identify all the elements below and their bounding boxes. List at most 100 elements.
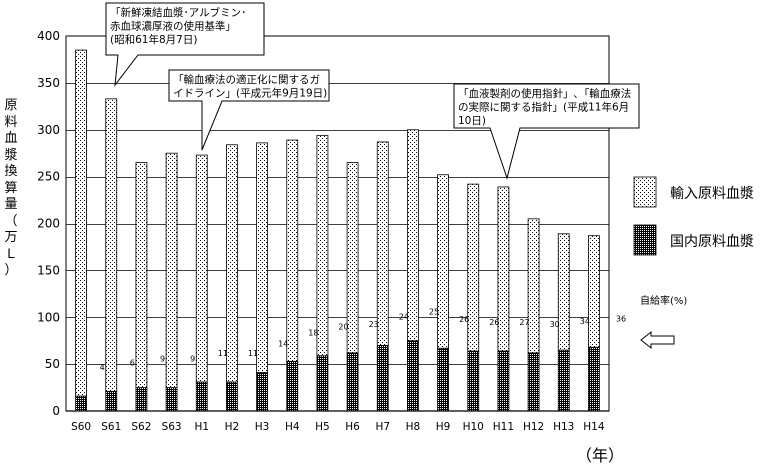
x-tick-label: H9 [436,421,451,433]
bar-domestic [588,346,600,412]
bar-imported [588,235,600,348]
self-sufficiency-value: 4 [100,363,105,372]
legend-label: 輸入原料血漿 [670,186,754,202]
callout-text: 10日) [458,115,486,127]
bar-domestic [437,347,449,412]
x-tick-label: H8 [406,421,421,433]
bar-imported [105,98,118,392]
arrow-left-icon [640,330,675,350]
bar-imported [286,139,299,362]
self-sufficiency-value: 26 [489,318,499,327]
self-sufficiency-value: 23 [369,320,379,329]
x-tick-label: S62 [131,421,151,433]
self-sufficiency-value: 20 [338,323,348,332]
y-tick-label: 350 [37,76,60,90]
y-tick-label: 400 [37,29,60,43]
y-axis-label-char: 原 [4,98,18,113]
bar-imported [226,144,238,383]
callout-text: イドライン」(平成元年9月19日) [173,87,327,100]
y-tick-label: 100 [37,310,60,324]
legend-label: 国内原料血漿 [670,234,754,250]
x-tick-label: H5 [315,421,330,433]
self-sufficiency-value: 34 [580,317,590,326]
bar-domestic [195,381,208,412]
x-tick-label: S61 [101,421,121,433]
x-tick-label: H10 [463,421,484,433]
bar-imported [135,162,148,388]
y-axis-label: 原料血漿換算量（万 Ｌ） [2,98,20,280]
legend-swatch-imported [633,176,657,208]
callout-text: 赤血球濃厚液の使用基準」 [110,20,236,33]
self-sufficiency-value: 36 [616,314,626,323]
self-sufficiency-value: 11 [248,349,258,358]
x-tick-label: H1 [194,421,209,433]
callout-text: (昭和61年8月7日) [110,33,197,46]
axes [65,36,609,412]
bar-imported [497,186,510,352]
self-sufficiency-labels: 4 6 9 9 11 11 14 18 20 23 24 25 26 26 27 30 34 36 自給率(%) [100,294,688,372]
bar-domestic [105,390,118,412]
callout-box [453,83,640,180]
bar-imported [346,162,359,354]
legend-swatch-domestic [633,224,657,256]
bar-imported [316,134,329,357]
bar-domestic [316,355,329,412]
bars [75,49,600,412]
x-tick-label: H4 [285,421,300,433]
callout-text: の実際に関する指針」(平成11年6月 [458,101,629,114]
callout-box [168,69,330,151]
bar-domestic [497,350,510,412]
x-tick-label: H11 [493,421,514,433]
self-sufficiency-value: 9 [190,355,195,364]
bar-domestic [407,340,419,412]
bar-imported [527,218,540,354]
y-axis-label-char: 算 [4,180,18,196]
self-sufficiency-label: 自給率(%) [640,294,687,307]
y-axis-label-char: 万 [4,230,18,245]
self-sufficiency-value: 14 [278,340,288,349]
tick-labels: 0 50 100 150 200 250 300 350 400 S60 S61 S62 S63 H1 H2… [37,29,624,465]
self-sufficiency-value: 30 [550,320,560,329]
y-tick-label: 250 [37,170,60,184]
x-tick-label: H13 [553,421,574,433]
callout-text: 「血液製剤の使用指針」､「輸血療法 [458,87,631,100]
callout-box [105,2,265,87]
bar-domestic [226,381,238,412]
bar-domestic [376,344,389,412]
bar-imported [165,152,178,388]
self-sufficiency-value: 27 [519,318,529,327]
self-sufficiency-value: 24 [399,312,409,321]
bar-imported [557,233,570,351]
y-tick-label: 50 [45,357,60,371]
self-sufficiency-value: 11 [218,349,228,358]
bar-imported [75,49,87,397]
bar-domestic [346,352,359,412]
bar-imported [407,129,419,342]
x-axis-label: （年） [576,446,624,465]
y-tick-label: 200 [37,217,60,231]
bar-domestic [286,360,299,412]
y-axis-label-char: Ｌ [4,246,18,262]
callout-text: 「新鮮凍結血漿･アルブミン･ [110,6,246,19]
y-axis-label-char: 換 [4,164,18,179]
self-sufficiency-value: 6 [130,358,135,367]
y-axis-label-char: ） [4,263,18,278]
bar-domestic [557,349,570,412]
bar-imported [256,142,268,373]
x-tick-label: S60 [71,421,91,433]
bar-domestic [165,387,178,412]
self-sufficiency-value: 26 [459,315,469,324]
x-tick-label: H14 [583,421,605,433]
y-tick-label: 150 [37,263,60,277]
x-tick-label: H3 [255,421,270,433]
bar-domestic [467,350,480,412]
y-axis-label-char: 漿 [4,147,18,163]
callouts: 「新鮮凍結血漿･アルブミン･赤血球濃厚液の使用基準」(昭和61年8月7日) 「輸血… [105,2,640,180]
y-axis-label-char: 量 [4,197,18,212]
self-sufficiency-value: 9 [160,355,165,364]
y-tick-label: 0 [52,404,60,418]
bar-imported [376,141,389,346]
